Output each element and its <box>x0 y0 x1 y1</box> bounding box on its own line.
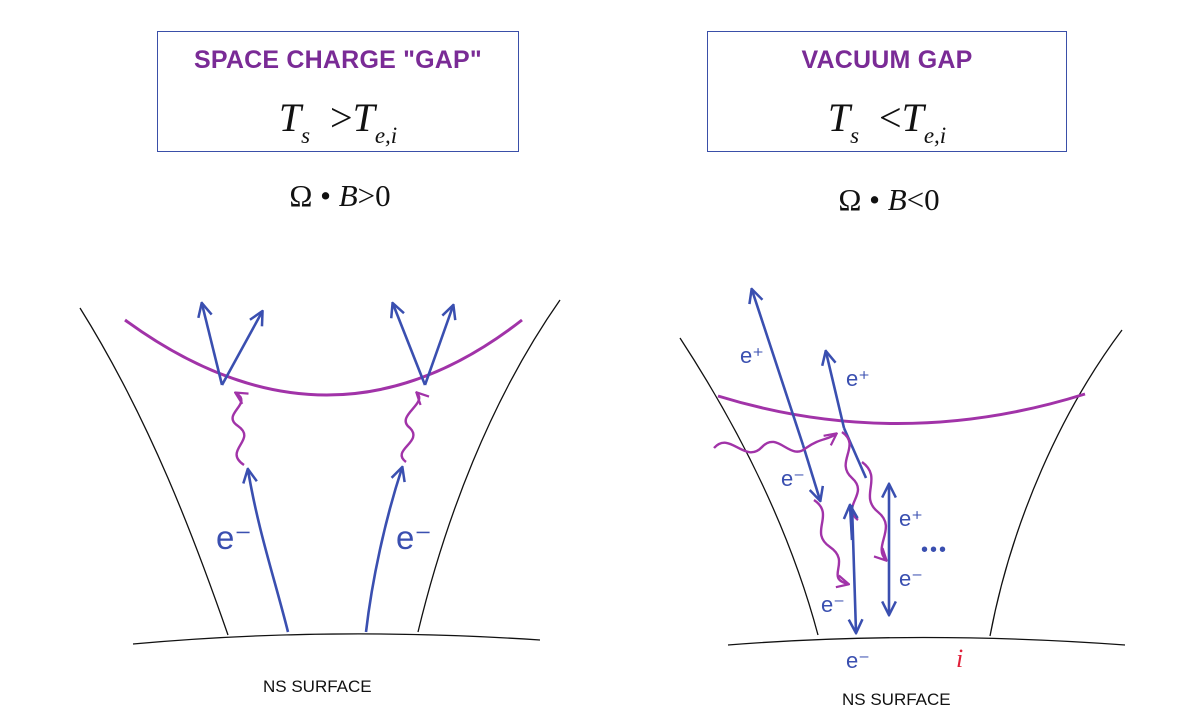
left-gap-boundary <box>124 318 523 397</box>
left-panel-graphics: e⁻ e⁻ <box>79 299 561 645</box>
left-field-line-outer-right <box>417 299 561 633</box>
vacuum-gap-temperature-relation: Ts <Te,i <box>708 94 1066 149</box>
b-symbol: B <box>338 178 358 213</box>
eq-rhs-sub: e,i <box>374 123 398 148</box>
eq-lhs-sub: s <box>301 123 311 148</box>
right-panel-graphics: e⁺ e⁺ e⁻ e⁺ e⁻ e⁻ e⁻ ••• i <box>679 290 1126 673</box>
space-charge-gap-title: SPACE CHARGE "GAP" <box>194 46 482 74</box>
left-photon-a <box>231 393 245 466</box>
zero: 0 <box>375 178 391 213</box>
b-symbol: B <box>887 182 907 217</box>
eq-rhs: T <box>901 95 924 140</box>
eq-rhs: T <box>352 95 375 140</box>
right-ns-surface-label: NS SURFACE <box>842 690 951 709</box>
operator: < <box>906 182 925 217</box>
right-incoming-photon <box>713 434 836 454</box>
left-electron-label-a: e⁻ <box>216 519 252 556</box>
left-pair-arrow-b1 <box>393 304 427 386</box>
left-ns-surface-label: NS SURFACE <box>263 677 372 696</box>
right-ion-label: i <box>956 644 963 673</box>
dot-symbol: • <box>869 182 880 217</box>
omega-symbol: Ω <box>289 178 313 213</box>
left-field-line-outer-left <box>79 307 229 636</box>
eq-rhs-sub: e,i <box>923 123 947 148</box>
right-field-line-outer-right <box>989 329 1123 637</box>
right-field-line-outer-left <box>679 337 819 636</box>
right-photon-down-1 <box>813 499 848 584</box>
vacuum-gap-title: VACUUM GAP <box>801 46 973 74</box>
right-electron-surface-label: e⁻ <box>846 648 870 673</box>
right-electron-label-1: e⁻ <box>781 466 805 491</box>
left-ns-surface-curve <box>132 633 541 645</box>
eq-lhs: T <box>278 95 302 140</box>
right-electron-path-3 <box>852 504 856 632</box>
vacuum-gap-box: VACUUM GAP Ts <Te,i <box>707 31 1067 152</box>
right-ellipsis: ••• <box>921 539 948 561</box>
right-electron-path-3-up <box>850 506 852 541</box>
eq-lhs: T <box>827 95 851 140</box>
right-positron-label-3: e⁺ <box>899 506 923 531</box>
right-positron-path-2 <box>826 352 846 429</box>
eq-operator: < <box>879 95 902 140</box>
left-photon-b <box>400 393 420 463</box>
left-electron-path-a <box>248 470 290 633</box>
right-gap-boundary <box>717 392 1086 425</box>
zero: 0 <box>924 182 940 217</box>
right-electron-label-3: e⁻ <box>821 592 845 617</box>
omega-symbol: Ω <box>838 182 862 217</box>
eq-lhs-sub: s <box>850 123 860 148</box>
left-electron-path-b <box>364 468 402 633</box>
left-pair-arrow-b2 <box>423 306 453 386</box>
right-photon-down-3 <box>861 461 886 560</box>
dot-symbol: • <box>320 178 331 213</box>
eq-operator: > <box>330 95 353 140</box>
right-electron-path-1 <box>801 444 820 500</box>
space-charge-gap-temperature-relation: Ts >Te,i <box>158 94 518 149</box>
space-charge-gap-box: SPACE CHARGE "GAP" Ts >Te,i <box>157 31 519 152</box>
right-electron-label-2: e⁻ <box>899 566 923 591</box>
right-positron-label-2: e⁺ <box>846 366 870 391</box>
right-ns-surface-curve <box>727 636 1126 646</box>
left-omega-dot-b-condition: Ω • B>0 <box>240 178 440 214</box>
right-omega-dot-b-condition: Ω • B<0 <box>789 182 989 218</box>
left-pair-arrow-a2 <box>220 312 262 386</box>
left-electron-label-b: e⁻ <box>396 519 432 556</box>
right-positron-label-1: e⁺ <box>740 343 764 368</box>
right-positron-path-1 <box>752 290 805 446</box>
left-pair-arrow-a1 <box>202 304 224 386</box>
operator: > <box>357 178 376 213</box>
